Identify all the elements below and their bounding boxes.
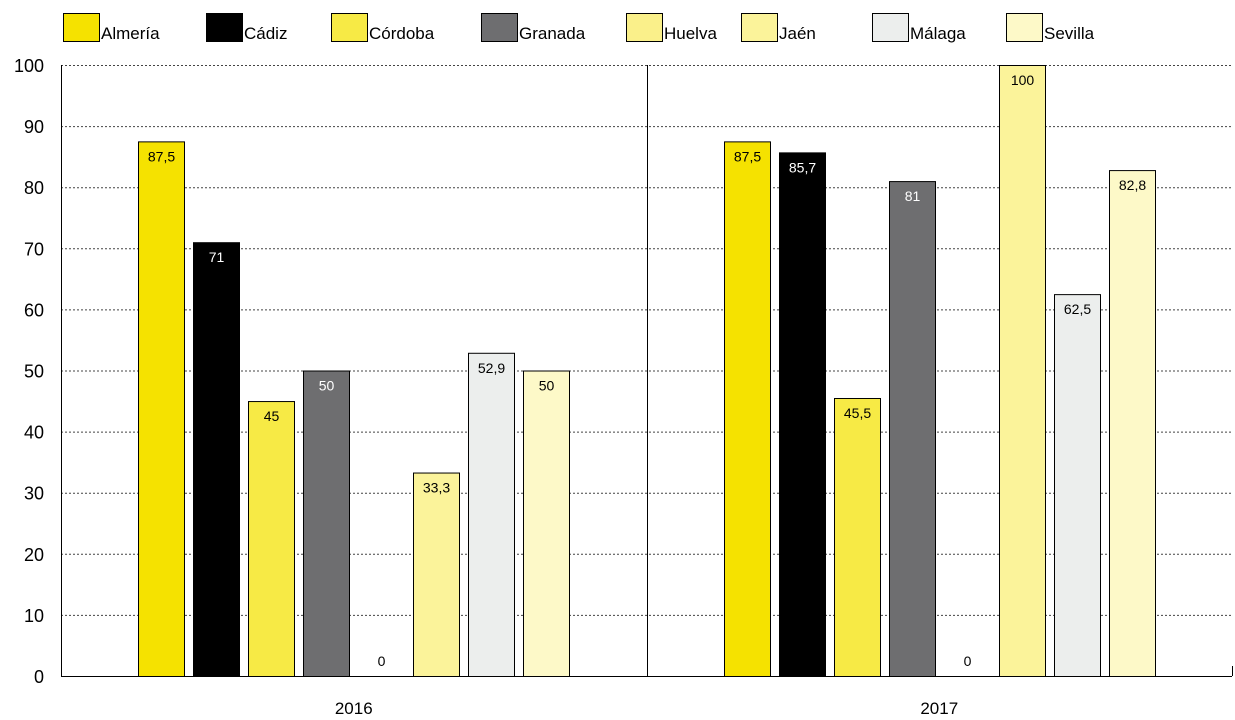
legend-item-granada: Granada bbox=[481, 13, 586, 43]
bar-cordoba-2016 bbox=[248, 401, 295, 677]
legend-swatch bbox=[626, 13, 663, 42]
legend-swatch bbox=[1006, 13, 1043, 42]
legend-item-malaga: Málaga bbox=[872, 13, 966, 43]
bar-malaga-2017 bbox=[1054, 294, 1101, 677]
data-label-malaga-2017: 62,5 bbox=[1064, 301, 1091, 317]
data-label-sevilla-2016: 50 bbox=[539, 378, 555, 394]
y-tick-label: 70 bbox=[24, 239, 44, 259]
bars: 87,5 71 45 50 0 33,3 52,9 50 87,5 85,7 45,5 81 0 100 6… bbox=[138, 65, 1156, 678]
legend-label: Huelva bbox=[664, 24, 717, 43]
legend-swatch bbox=[872, 13, 909, 42]
legend-swatch bbox=[206, 13, 243, 42]
legend-swatch bbox=[481, 13, 518, 42]
bar-almeria-2017 bbox=[724, 141, 771, 677]
bar-cordoba-2017 bbox=[834, 397, 881, 677]
legend-item-sevilla: Sevilla bbox=[1006, 13, 1095, 43]
bar-almeria-2016 bbox=[138, 141, 185, 677]
legend-item-cadiz: Cádiz bbox=[206, 13, 287, 43]
bar-granada-2017 bbox=[889, 181, 936, 677]
legend-item-cordoba: Córdoba bbox=[331, 13, 435, 43]
data-label-huelva-2017: 0 bbox=[964, 653, 972, 669]
bar-malaga-2016 bbox=[468, 352, 515, 677]
legend-item-huelva: Huelva bbox=[626, 13, 717, 43]
legend-label: Córdoba bbox=[369, 24, 435, 43]
y-axis: 0 10 20 30 40 50 60 70 80 90 100 bbox=[14, 56, 62, 687]
y-tick-label: 60 bbox=[24, 300, 44, 320]
bar-cadiz-2016 bbox=[193, 242, 240, 677]
legend-label: Almería bbox=[101, 24, 160, 43]
y-tick-label: 40 bbox=[24, 423, 44, 443]
legend-swatch bbox=[63, 13, 100, 42]
data-label-cadiz-2016: 71 bbox=[209, 249, 225, 265]
bar-cadiz-2017 bbox=[779, 152, 826, 678]
y-tick-label: 0 bbox=[34, 667, 44, 687]
data-label-cordoba-2016: 45 bbox=[264, 408, 280, 424]
legend-item-jaen: Jaén bbox=[741, 13, 816, 43]
data-label-granada-2017: 81 bbox=[905, 188, 921, 204]
legend-item-almeria: Almería bbox=[63, 13, 160, 43]
data-label-almeria-2016: 87,5 bbox=[148, 148, 175, 164]
y-tick-label: 100 bbox=[14, 56, 44, 76]
bar-sevilla-2017 bbox=[1109, 170, 1156, 677]
legend-label: Jaén bbox=[779, 24, 816, 43]
legend-swatch bbox=[741, 13, 778, 42]
data-label-jaen-2017: 100 bbox=[1011, 72, 1035, 88]
bar-jaen-2017 bbox=[999, 65, 1046, 677]
bar-sevilla-2016 bbox=[523, 370, 570, 677]
data-label-almeria-2017: 87,5 bbox=[734, 148, 761, 164]
x-tick-label: 2017 bbox=[920, 699, 958, 718]
x-axis: 2016 2017 bbox=[61, 65, 1233, 718]
legend-label: Granada bbox=[519, 24, 586, 43]
y-tick-label: 90 bbox=[24, 117, 44, 137]
bar-jaen-2016 bbox=[413, 472, 460, 677]
data-label-malaga-2016: 52,9 bbox=[478, 360, 505, 376]
legend-label: Cádiz bbox=[244, 24, 287, 43]
data-label-huelva-2016: 0 bbox=[378, 653, 386, 669]
bar-granada-2016 bbox=[303, 370, 350, 677]
x-tick-label: 2016 bbox=[335, 699, 373, 718]
legend: Almería Cádiz Córdoba Granada Huelva Jaén Mála… bbox=[63, 13, 1095, 43]
legend-label: Sevilla bbox=[1044, 24, 1095, 43]
data-label-jaen-2016: 33,3 bbox=[423, 480, 450, 496]
y-tick-label: 30 bbox=[24, 484, 44, 504]
gridlines bbox=[61, 65, 1232, 616]
legend-label: Málaga bbox=[910, 24, 966, 43]
y-tick-label: 50 bbox=[24, 362, 44, 382]
data-label-sevilla-2017: 82,8 bbox=[1119, 177, 1146, 193]
legend-swatch bbox=[331, 13, 368, 42]
data-label-cordoba-2017: 45,5 bbox=[844, 405, 871, 421]
y-tick-label: 20 bbox=[24, 545, 44, 565]
y-tick-label: 10 bbox=[24, 606, 44, 626]
data-label-granada-2016: 50 bbox=[319, 378, 335, 394]
y-tick-label: 80 bbox=[24, 178, 44, 198]
data-label-cadiz-2017: 85,7 bbox=[789, 159, 816, 175]
